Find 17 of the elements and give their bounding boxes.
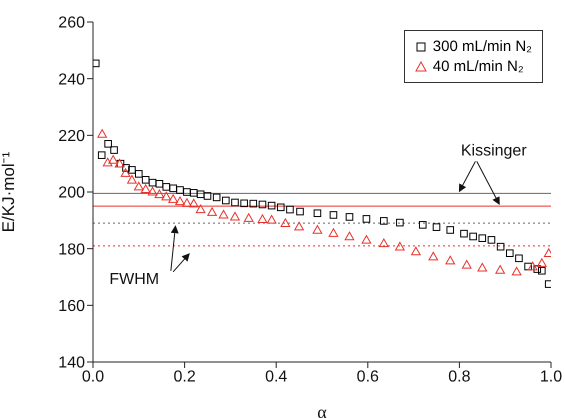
y-tick-label: 180 [58, 241, 86, 258]
y-tick-label: 220 [58, 128, 86, 146]
x-axis-title: α [317, 402, 328, 418]
legend-label: 40 mL/min N₂ [432, 58, 524, 75]
x-tick-label: 1.0 [540, 368, 562, 386]
legend-label: 300 mL/min N₂ [432, 38, 532, 55]
x-tick-label: 0.2 [173, 368, 196, 386]
y-tick-label: 200 [58, 184, 86, 202]
y-tick-label: 260 [58, 14, 86, 32]
x-tick-label: 0.4 [265, 368, 288, 386]
x-tick-label: 0.6 [356, 368, 380, 386]
annotation: FWHM [109, 270, 160, 288]
y-axis-title: E/KJ·mol⁻¹ [0, 151, 18, 232]
annotation: Kissinger [460, 142, 528, 160]
x-tick-label: 0.8 [448, 368, 471, 386]
y-tick-label: 240 [58, 71, 86, 88]
y-tick-label: 160 [58, 298, 86, 316]
